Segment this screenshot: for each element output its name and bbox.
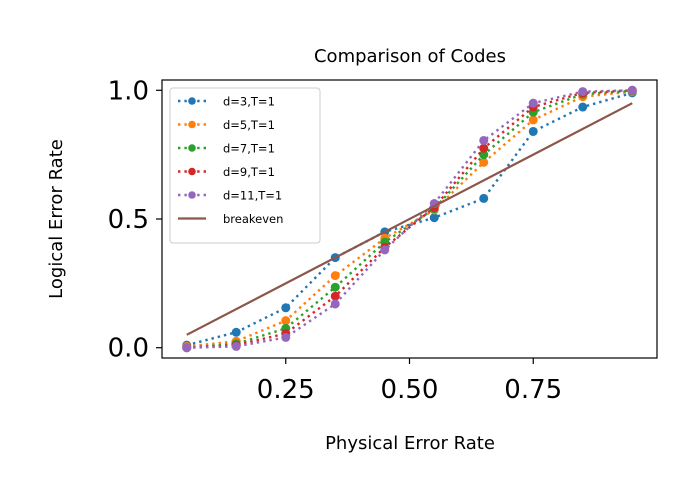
data-point [578, 87, 588, 97]
x-tick-label: 0.25 [257, 375, 315, 405]
chart-title: Comparison of Codes [314, 46, 506, 67]
data-point [281, 316, 291, 326]
data-point [479, 157, 489, 167]
series-line-d-11-t-1 [186, 89, 633, 349]
legend-label: d=7,T=1 [223, 142, 275, 156]
y-axis-label: Logical Error Rate [46, 139, 67, 299]
data-point [479, 143, 489, 153]
data-point [578, 102, 588, 112]
data-point [479, 150, 489, 160]
y-tick-label: 0.0 [108, 334, 149, 364]
legend-label: d=3,T=1 [223, 95, 275, 109]
data-point [330, 299, 340, 309]
data-point [528, 115, 538, 125]
x-tick-label: 0.50 [381, 375, 439, 405]
data-point [330, 282, 340, 292]
data-point [330, 271, 340, 281]
legend-marker [188, 120, 196, 129]
data-point [479, 193, 489, 203]
y-tick-label: 1.0 [108, 76, 149, 106]
y-tick-label: 0.5 [108, 205, 149, 235]
series-line-d-7-t-1 [186, 89, 633, 349]
data-point [627, 85, 637, 95]
x-tick-label: 0.75 [504, 375, 562, 405]
legend-box [169, 87, 321, 244]
data-point [479, 135, 489, 145]
legend-label: d=9,T=1 [223, 165, 275, 179]
data-point [231, 327, 241, 337]
data-point [182, 343, 192, 353]
series-line-d-9-t-1 [186, 89, 633, 349]
x-axis-label: Physical Error Rate [325, 433, 495, 454]
series-breakeven [186, 102, 633, 336]
data-point [380, 245, 390, 255]
data-point [330, 291, 340, 301]
legend-marker [188, 191, 196, 199]
data-point [429, 213, 439, 223]
data-point [281, 303, 291, 313]
legend-label: d=5,T=1 [223, 118, 275, 132]
legend: d=3,T=1 d=5,T=1 d=7,T=1 d=9,T=1 d=11,T=1 brea… [169, 87, 321, 244]
legend-label: d=11,T=1 [223, 189, 282, 203]
data-point [528, 98, 538, 108]
series-line-breakeven [186, 102, 633, 336]
legend-marker [188, 144, 196, 152]
legend-marker [188, 167, 196, 176]
legend-marker [188, 97, 196, 105]
data-point [231, 341, 241, 351]
legend-label: breakeven [223, 212, 283, 226]
series-d-11-t-1 [182, 85, 637, 353]
data-point [528, 126, 538, 136]
data-point [281, 332, 291, 342]
